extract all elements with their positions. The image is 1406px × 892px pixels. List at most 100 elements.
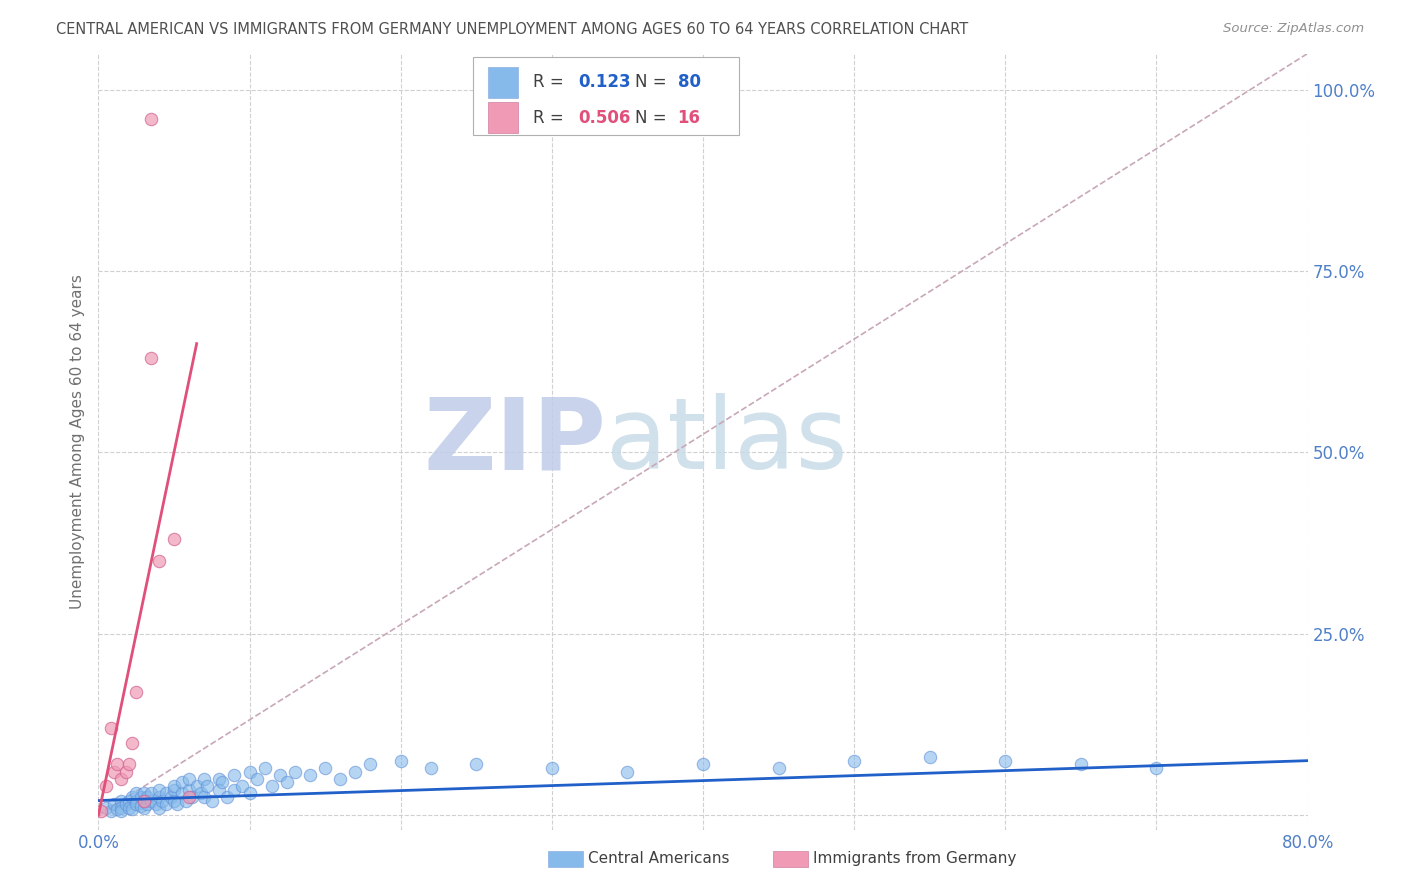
Point [163, 779, 186, 793]
Point [262, 779, 284, 793]
Point [211, 775, 233, 789]
Text: 16: 16 [678, 109, 700, 127]
Point [1070, 757, 1092, 772]
Point [94, 779, 117, 793]
Point [181, 789, 204, 804]
Y-axis label: Unemployment Among Ages 60 to 64 years: Unemployment Among Ages 60 to 64 years [70, 274, 86, 609]
Text: N =: N = [636, 109, 672, 127]
Point [129, 799, 152, 814]
Point [269, 768, 291, 782]
Point [125, 793, 148, 807]
Point [1144, 761, 1167, 775]
Point [103, 797, 125, 812]
Point [141, 351, 163, 365]
Point [118, 801, 141, 815]
Point [186, 779, 208, 793]
Point [132, 786, 155, 800]
Point [299, 768, 322, 782]
FancyBboxPatch shape [488, 103, 517, 134]
Point [215, 789, 238, 804]
Point [844, 754, 866, 768]
Point [163, 782, 186, 797]
Point [616, 764, 638, 779]
Point [170, 775, 193, 789]
Point [314, 761, 336, 775]
Point [768, 761, 790, 775]
Point [145, 797, 167, 812]
Text: Source: ZipAtlas.com: Source: ZipAtlas.com [1223, 22, 1364, 36]
Point [132, 793, 155, 807]
Point [190, 786, 212, 800]
Point [160, 789, 183, 804]
Point [329, 772, 352, 786]
Text: 0.123: 0.123 [578, 73, 631, 91]
FancyBboxPatch shape [474, 57, 740, 135]
Point [155, 786, 177, 800]
Point [193, 772, 215, 786]
Point [132, 801, 155, 815]
Point [224, 768, 246, 782]
Point [105, 802, 128, 816]
Point [179, 789, 201, 804]
Point [129, 789, 152, 804]
Point [110, 801, 132, 815]
Text: Central Americans: Central Americans [588, 852, 730, 866]
Text: R =: R = [533, 73, 568, 91]
Point [121, 802, 143, 816]
Point [114, 797, 136, 812]
Point [118, 793, 141, 807]
Point [208, 782, 231, 797]
Point [110, 772, 132, 786]
Point [224, 782, 246, 797]
Point [389, 754, 412, 768]
Point [179, 782, 201, 797]
Point [150, 793, 173, 807]
Point [121, 789, 143, 804]
Point [110, 793, 132, 807]
Point [121, 735, 143, 749]
Point [193, 789, 215, 804]
Point [141, 112, 163, 126]
Point [155, 797, 177, 812]
Text: 0.506: 0.506 [578, 109, 631, 127]
Point [344, 764, 367, 779]
Point [132, 793, 155, 807]
Point [163, 533, 186, 547]
Text: ZIP: ZIP [423, 393, 606, 490]
Point [179, 772, 201, 786]
Text: R =: R = [533, 109, 568, 127]
Point [166, 797, 188, 812]
Point [141, 786, 163, 800]
Text: Immigrants from Germany: Immigrants from Germany [813, 852, 1017, 866]
Text: N =: N = [636, 73, 672, 91]
Point [465, 757, 488, 772]
Point [918, 750, 941, 764]
Point [148, 554, 170, 568]
Point [118, 757, 141, 772]
Point [284, 764, 307, 779]
Point [125, 797, 148, 812]
Point [110, 805, 132, 819]
Point [103, 764, 125, 779]
Point [420, 761, 443, 775]
Point [231, 779, 253, 793]
Point [239, 764, 262, 779]
Text: CENTRAL AMERICAN VS IMMIGRANTS FROM GERMANY UNEMPLOYMENT AMONG AGES 60 TO 64 YEA: CENTRAL AMERICAN VS IMMIGRANTS FROM GERM… [56, 22, 969, 37]
Point [253, 761, 276, 775]
Point [360, 757, 382, 772]
Point [105, 757, 128, 772]
Point [90, 805, 112, 819]
Point [246, 772, 269, 786]
Point [163, 793, 186, 807]
Point [174, 793, 197, 807]
Point [201, 793, 224, 807]
Point [141, 793, 163, 807]
Point [276, 775, 298, 789]
Point [540, 761, 562, 775]
Point [135, 797, 157, 812]
Point [125, 685, 148, 699]
FancyBboxPatch shape [488, 67, 517, 98]
Point [148, 789, 170, 804]
Point [135, 789, 157, 804]
Text: 80: 80 [678, 73, 700, 91]
